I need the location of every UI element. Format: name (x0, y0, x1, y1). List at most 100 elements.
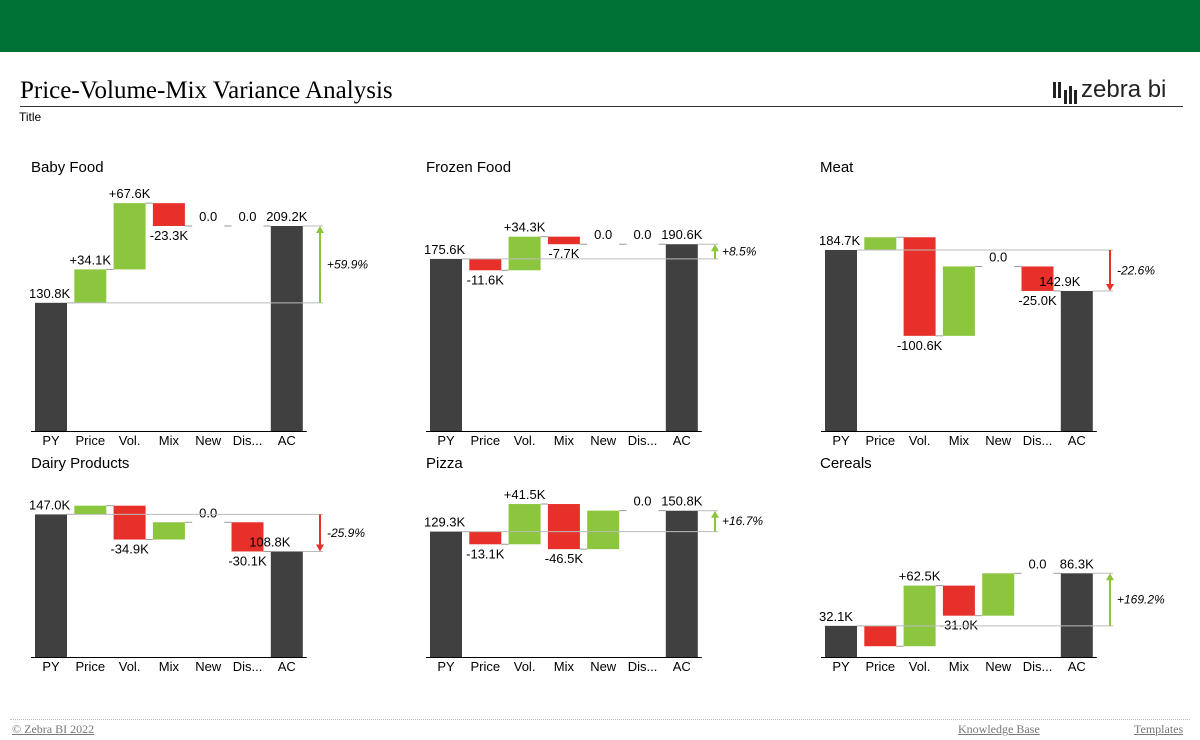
bar-py (430, 531, 462, 657)
page-title: Price-Volume-Mix Variance Analysis (20, 77, 393, 104)
tick-label-mix: Mix (949, 433, 970, 448)
tick-label-price: Price (470, 433, 500, 448)
bar-vol (508, 236, 541, 271)
data-label-dis: -25.0K (1018, 293, 1057, 308)
data-label-new: 0.0 (594, 227, 612, 242)
data-label-ac: 209.2K (266, 209, 308, 224)
variance-percent-label: -22.6% (1117, 263, 1155, 277)
bar-mix (152, 203, 185, 226)
data-label-new: 0.0 (199, 209, 217, 224)
tick-label-price: Price (75, 433, 105, 448)
zebra-bi-logo: zebra bi (1053, 76, 1187, 108)
bar-ac (665, 244, 698, 431)
tick-label-dis: Dis... (1023, 433, 1053, 448)
data-label-vol: -100.6K (897, 338, 943, 353)
tick-label-py: PY (437, 659, 455, 674)
bar-price (864, 237, 897, 250)
chart-title-frozen-food: Frozen Food (426, 159, 512, 176)
variance-arrow-head (711, 510, 719, 518)
tick-label-new: New (985, 659, 1012, 674)
bar-new (587, 510, 620, 550)
data-label-price: +34.1K (70, 252, 112, 267)
tick-label-vol: Vol. (909, 433, 931, 448)
bar-py (35, 514, 67, 657)
variance-arrow-head (711, 244, 719, 252)
bar-ac (1060, 573, 1093, 657)
bar-price (74, 269, 107, 303)
data-label-py: 130.8K (29, 286, 71, 301)
data-label-vol: +34.3K (504, 220, 546, 235)
tick-label-dis: Dis... (1023, 659, 1053, 674)
bar-price (469, 531, 502, 545)
chart-title-pizza: Pizza (426, 455, 463, 472)
chart-title-cereals: Cereals (820, 455, 872, 472)
variance-percent-label: +59.9% (327, 257, 368, 271)
data-label-dis: 0.0 (633, 494, 651, 509)
data-label-dis: -30.1K (228, 553, 267, 568)
tick-label-vol: Vol. (514, 659, 536, 674)
data-label-mix: -23.3K (150, 228, 189, 243)
variance-percent-label: +16.7% (722, 514, 763, 528)
tick-label-mix: Mix (159, 433, 180, 448)
bar-ac (270, 225, 303, 431)
tick-label-new: New (195, 433, 222, 448)
copyright-link[interactable]: © Zebra BI 2022 (12, 722, 95, 736)
bar-ac (270, 551, 303, 657)
tick-label-dis: Dis... (233, 433, 263, 448)
tick-label-new: New (985, 433, 1012, 448)
tick-label-new: New (195, 659, 222, 674)
templates-link[interactable]: Templates (1134, 722, 1184, 736)
tick-label-mix: Mix (949, 659, 970, 674)
data-label-py: 147.0K (29, 497, 71, 512)
bar-price (864, 625, 897, 647)
data-label-py: 184.7K (819, 233, 861, 248)
tick-label-vol: Vol. (119, 433, 141, 448)
bar-py (825, 249, 857, 431)
data-label-py: 175.6K (424, 242, 466, 257)
top-banner (0, 0, 1200, 52)
variance-arrow-head (1106, 573, 1114, 581)
bar-ac (665, 510, 698, 657)
bar-mix (942, 585, 975, 616)
data-label-vol: +62.5K (899, 569, 941, 584)
bar-dis (1021, 266, 1054, 291)
title-underline (20, 106, 1183, 107)
bar-dis (231, 522, 264, 552)
data-label-price: -11.6K (467, 272, 505, 287)
tick-label-ac: AC (1068, 659, 1086, 674)
bar-py (825, 625, 857, 657)
bar-vol (113, 505, 146, 540)
variance-arrow-head (1106, 283, 1114, 291)
data-label-mix: -7.7K (548, 246, 579, 261)
tick-label-mix: Mix (554, 659, 575, 674)
bar-vol (508, 504, 541, 545)
tick-label-dis: Dis... (628, 659, 658, 674)
tick-label-vol: Vol. (119, 659, 141, 674)
tick-label-py: PY (832, 433, 850, 448)
tick-label-price: Price (75, 659, 105, 674)
tick-label-ac: AC (1068, 433, 1086, 448)
bar-vol (903, 237, 936, 336)
bar-mix (547, 236, 580, 245)
data-label-ac: 190.6K (661, 227, 703, 242)
tick-label-py: PY (42, 433, 60, 448)
data-label-ac: 86.3K (1060, 556, 1094, 571)
tick-label-price: Price (470, 659, 500, 674)
chart-title-baby-food: Baby Food (31, 159, 104, 176)
chart-title-meat: Meat (820, 159, 854, 176)
tick-label-py: PY (437, 433, 455, 448)
tick-label-price: Price (865, 659, 895, 674)
data-label-dis: 0.0 (1028, 556, 1046, 571)
data-label-vol: -34.9K (110, 542, 149, 557)
data-label-mix: -31.0K (940, 618, 979, 633)
data-label-mix: -46.5K (545, 551, 584, 566)
tick-label-ac: AC (278, 433, 296, 448)
bar-py (430, 258, 462, 431)
knowledge-base-link[interactable]: Knowledge Base (958, 722, 1040, 736)
variance-percent-label: -25.9% (327, 526, 365, 540)
tick-label-py: PY (42, 659, 60, 674)
variance-percent-label: +169.2% (1117, 593, 1165, 607)
